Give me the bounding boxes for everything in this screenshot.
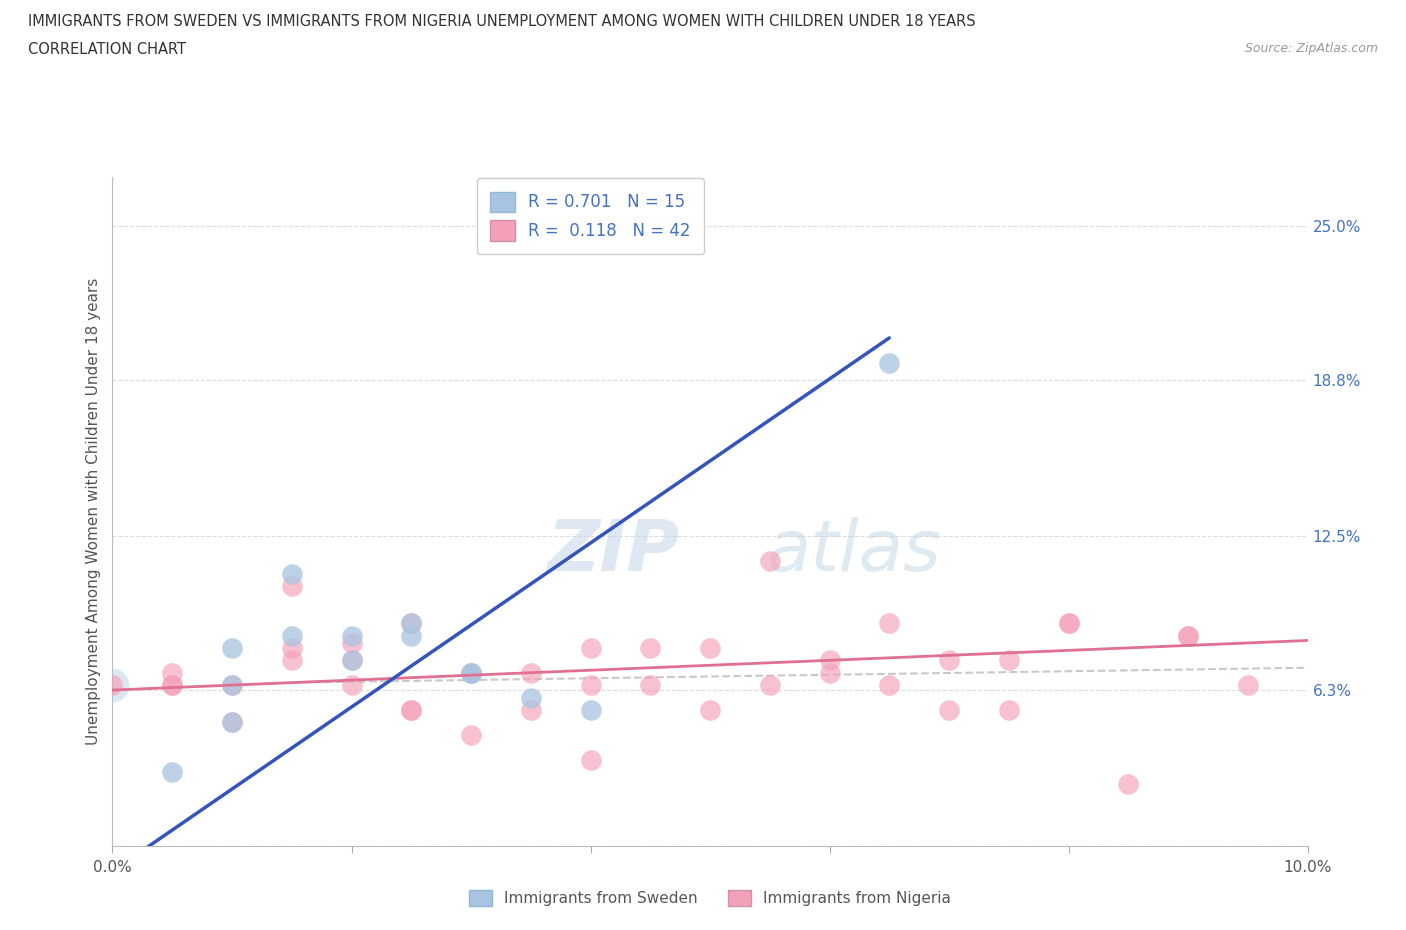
Point [1177,628,1199,643]
Point [638,678,662,693]
Point [101,678,124,693]
Point [1237,678,1260,693]
Point [1118,777,1140,791]
Point [401,616,423,631]
Point [340,653,363,668]
Point [818,653,841,668]
Text: Source: ZipAtlas.com: Source: ZipAtlas.com [1244,42,1378,55]
Point [340,653,363,668]
Y-axis label: Unemployment Among Women with Children Under 18 years: Unemployment Among Women with Children U… [86,278,101,745]
Point [877,355,901,370]
Point [759,678,782,693]
Point [281,578,304,593]
Point [520,690,543,705]
Point [162,764,183,779]
Point [1177,628,1199,643]
Point [579,678,602,693]
Point [460,665,482,680]
Point [699,702,721,717]
Point [938,653,960,668]
Point [401,616,423,631]
Point [460,665,482,680]
Text: IMMIGRANTS FROM SWEDEN VS IMMIGRANTS FROM NIGERIA UNEMPLOYMENT AMONG WOMEN WITH : IMMIGRANTS FROM SWEDEN VS IMMIGRANTS FRO… [28,14,976,29]
Point [460,665,482,680]
Point [162,665,183,680]
Point [877,678,901,693]
Point [579,641,602,656]
Point [638,641,662,656]
Point [818,665,841,680]
Point [579,702,602,717]
Point [460,727,482,742]
Text: CORRELATION CHART: CORRELATION CHART [28,42,186,57]
Text: ZIP: ZIP [548,517,681,586]
Point [520,665,543,680]
Point [699,641,721,656]
Point [1057,616,1080,631]
Point [221,678,243,693]
Point [401,628,423,643]
Point [1057,616,1080,631]
Point [340,628,363,643]
Point [221,678,243,693]
Point [281,641,304,656]
Point [281,653,304,668]
Text: atlas: atlas [766,517,941,586]
Point [998,702,1021,717]
Point [520,702,543,717]
Point [877,616,901,631]
Point [579,752,602,767]
Point [221,715,243,730]
Point [281,628,304,643]
Point [401,702,423,717]
Legend: Immigrants from Sweden, Immigrants from Nigeria: Immigrants from Sweden, Immigrants from … [463,884,957,912]
Point [221,641,243,656]
Point [401,702,423,717]
Point [340,635,363,650]
Point [221,715,243,730]
Point [938,702,960,717]
Point [162,678,183,693]
Point [340,678,363,693]
Point [998,653,1021,668]
Point [759,553,782,568]
Point [281,566,304,581]
Point [162,678,183,693]
Point [101,678,124,693]
